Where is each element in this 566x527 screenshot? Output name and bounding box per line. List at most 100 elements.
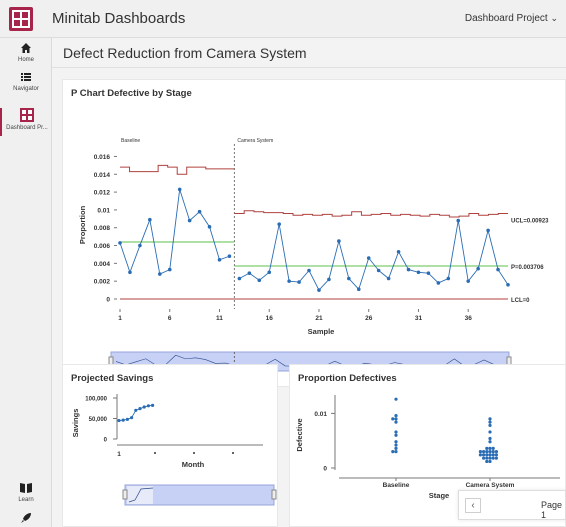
ucl-line-baseline [120,164,235,175]
data-point [488,459,492,464]
data-point [394,440,398,444]
data-point [426,271,431,275]
x-tick-label: 6 [168,315,172,322]
data-point [337,239,341,243]
range-slider-left-handle[interactable] [122,489,128,500]
y-tick-label: 0.016 [94,154,111,161]
card-p-chart[interactable]: P Chart Defective by Stage 0 0.002 0.004 0.… [62,79,566,387]
y-tick-label: 0 [106,297,110,304]
y-tick-label: 100,000 [85,397,107,403]
y-axis-label: Savings [71,409,80,438]
data-point [118,241,122,245]
data-point [391,417,395,421]
card-title: Proportion Defectives [298,373,397,384]
savings-chart[interactable]: 0 50,000 100,000 1 Month Savings [63,365,279,527]
divider [52,67,566,68]
data-point [478,453,482,457]
data-point [327,277,331,282]
sidebar-item-navigator[interactable]: Navigator [0,71,52,92]
data-point [486,228,490,233]
data-point [488,417,492,421]
data-point [488,453,492,457]
data-point [317,288,321,292]
data-point [485,459,489,464]
data-point [307,268,311,273]
lcl-label: LCL=0 [511,298,530,304]
sidebar-item-home[interactable]: Home [0,42,52,63]
x-tick-label: 1 [117,451,121,458]
savings-line [118,404,153,421]
x-axis-label: Sample [308,327,335,336]
sidebar-item-learn[interactable]: Learn [0,482,52,503]
data-point [488,423,492,427]
data-point [157,272,162,276]
data-point [207,225,212,229]
data-point [406,267,411,272]
data-point [416,270,421,275]
data-point [394,397,398,401]
data-point [446,276,451,281]
sidebar-item-rocket[interactable] [0,512,52,527]
sidebar-item-dashboard-project[interactable]: Dashboard Pr... [0,108,52,136]
data-point [456,218,461,223]
data-point [394,443,398,447]
project-menu-label: Dashboard Project [464,13,548,24]
data-point [491,450,495,454]
range-slider-right-handle[interactable] [271,489,277,500]
sidebar: Home Navigator Dashboard Pr... Learn [0,38,52,527]
p-chart[interactable]: 0 0.002 0.004 0.006 0.008 0.01 0.012 0.014 0.016… [63,80,566,388]
ucl-line-camera [234,210,508,218]
data-point [478,450,482,454]
app-title: Minitab Dashboards [52,10,186,27]
data-point [128,270,132,275]
project-menu[interactable]: Dashboard Project ⌄ [465,13,558,24]
x-tick-label: 36 [465,315,473,322]
data-point [488,456,492,460]
y-axis-label: Proportion [78,205,87,244]
data-point [376,268,381,273]
dashboard-icon [20,108,34,122]
data-point [138,407,142,411]
data-point [177,187,182,192]
data-point [488,420,492,424]
x-tick-label: 11 [216,315,223,322]
card-title: P Chart Defective by Stage [71,88,192,99]
data-point [482,456,486,460]
data-point [396,249,401,254]
chevron-left-icon[interactable]: ‹ [465,498,481,513]
data-point [146,404,150,408]
data-point [125,417,129,421]
data-point [386,276,391,281]
card-projected-savings[interactable]: Projected Savings 0 50,000 100,000 1 Month Sa… [62,364,278,527]
data-point [488,446,492,450]
main-content: Defect Reduction from Camera System P Ch… [52,38,566,527]
range-slider-preview [128,487,154,503]
data-point [391,450,395,454]
data-point [494,450,498,454]
data-point [491,456,495,460]
x-tick-label: Camera System [466,482,515,489]
y-axis-label: Defective [295,418,304,451]
data-point [394,420,398,424]
ucl-label: UCL=0.00923 [511,219,549,225]
x-tick-marker [193,452,195,454]
minitab-logo-icon[interactable] [9,7,33,31]
data-point [488,430,492,434]
data-point [257,278,262,283]
y-tick-label: 0 [323,466,327,473]
list-icon [21,73,31,81]
proportion-chart[interactable]: 0 0.01 Baseline Camera System Stage Defective [290,365,566,527]
data-point [394,450,398,454]
data-point [117,418,121,423]
series-line-camera [239,220,509,291]
data-point [496,267,500,272]
data-point [247,271,252,275]
x-tick-marker [154,452,156,454]
y-tick-label: 0.008 [94,225,111,232]
data-point [167,267,172,272]
series-line-baseline [119,189,230,275]
data-point [394,413,398,418]
data-point [491,453,495,457]
data-point [466,279,471,283]
data-point [488,440,492,444]
